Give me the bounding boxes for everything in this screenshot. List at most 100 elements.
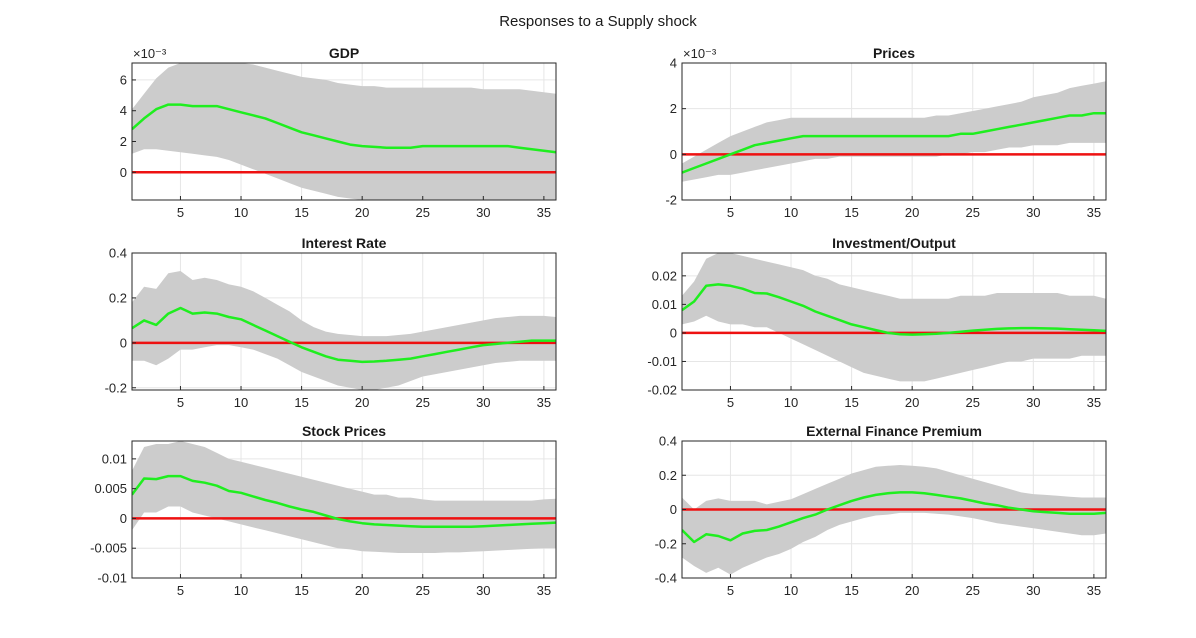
plot-area: [132, 63, 556, 200]
y-tick-label: 0: [670, 325, 677, 340]
x-tick-label: 25: [966, 395, 980, 410]
x-tick-label: 15: [294, 395, 308, 410]
x-tick-label: 5: [177, 205, 184, 220]
axes-box: [681, 62, 1107, 201]
panel-6: 5 10 15 20 25 30 35 -0.4 -0.2 0 0.2 0.4 External Fin…: [655, 423, 1107, 598]
x-tick-label: 35: [537, 395, 551, 410]
x-tick-label: 25: [416, 583, 430, 598]
axes-box: [681, 252, 1107, 391]
y-tick-label: 0: [120, 511, 127, 526]
y-tick-label: 0: [670, 502, 677, 517]
x-tick-label: 20: [355, 205, 369, 220]
x-tick-label: 30: [1026, 205, 1040, 220]
x-tick-label: 20: [355, 395, 369, 410]
x-tick-label: 35: [1087, 205, 1101, 220]
exponent-label: ×10⁻³: [133, 46, 167, 61]
confidence-band: [132, 63, 556, 200]
x-tick-label: 10: [784, 205, 798, 220]
panel-4: 5 10 15 20 25 30 35 -0.02 -0.01 0 0.01 0.02 Investme…: [647, 235, 1107, 410]
y-tick-label: 0: [120, 165, 127, 180]
median-line: [132, 103, 556, 154]
x-tick-label: 15: [844, 395, 858, 410]
x-tick-label: 35: [537, 583, 551, 598]
x-tick-label: 25: [416, 205, 430, 220]
x-tick-label: 5: [177, 395, 184, 410]
y-tick-label: -0.01: [647, 354, 677, 369]
x-tick-label: 5: [177, 583, 184, 598]
x-tick-label: 10: [784, 583, 798, 598]
panel-5: 5 10 15 20 25 30 35 -0.01 -0.005 0 0.005 0.01 Stock …: [90, 423, 557, 598]
axes-box: [131, 62, 557, 201]
figure-title: Responses to a Supply shock: [499, 13, 697, 30]
x-tick-label: 20: [905, 205, 919, 220]
x-tick-label: 10: [784, 395, 798, 410]
x-tick-label: 30: [476, 395, 490, 410]
y-tick-label: 0.2: [109, 290, 127, 305]
confidence-band: [682, 253, 1106, 382]
panel-title: Investment/Output: [832, 235, 956, 251]
y-tick-label: -0.4: [655, 571, 677, 586]
y-tick-label: 0.4: [659, 434, 677, 449]
x-tick-label: 35: [1087, 395, 1101, 410]
confidence-band: [132, 271, 556, 390]
y-tick-label: 0.005: [94, 481, 127, 496]
x-tick-label: 10: [234, 583, 248, 598]
y-tick-label: -0.2: [655, 536, 677, 551]
y-tick-label: 0.2: [659, 468, 677, 483]
y-tick-label: -0.01: [97, 571, 127, 586]
x-tick-label: 15: [294, 205, 308, 220]
x-tick-label: 20: [905, 583, 919, 598]
panel-title: GDP: [329, 45, 359, 61]
median-line: [682, 491, 1106, 544]
y-tick-label: 0: [120, 335, 127, 350]
panel-title: Prices: [873, 45, 915, 61]
y-tick-label: 4: [120, 103, 127, 118]
median-line: [682, 283, 1106, 336]
panel-title: External Finance Premium: [806, 423, 982, 439]
median-line: [682, 111, 1106, 174]
x-tick-label: 20: [355, 583, 369, 598]
x-tick-label: 30: [476, 205, 490, 220]
y-tick-label: 0.01: [102, 451, 127, 466]
confidence-band: [682, 81, 1106, 182]
x-tick-label: 5: [727, 205, 734, 220]
x-tick-label: 30: [1026, 395, 1040, 410]
y-tick-label: 2: [670, 101, 677, 116]
x-tick-label: 35: [1087, 583, 1101, 598]
y-tick-label: 0.4: [109, 246, 127, 261]
axes-box: [131, 252, 557, 391]
y-tick-label: 0: [670, 147, 677, 162]
x-tick-label: 35: [537, 205, 551, 220]
x-tick-label: 20: [905, 395, 919, 410]
x-tick-label: 30: [1026, 583, 1040, 598]
median-line: [132, 306, 556, 364]
plot-area: [682, 441, 1106, 578]
y-tick-label: 2: [120, 134, 127, 149]
exponent-label: ×10⁻³: [683, 46, 717, 61]
panel-3: 5 10 15 20 25 30 35 -0.2 0 0.2 0.4 Interest Rate: [105, 235, 557, 410]
y-tick-label: 0.01: [652, 297, 677, 312]
confidence-band: [132, 441, 556, 553]
x-tick-label: 15: [294, 583, 308, 598]
axes-box: [131, 440, 557, 579]
y-tick-label: 6: [120, 72, 127, 87]
median-line: [132, 474, 556, 529]
y-tick-label: -0.2: [105, 380, 127, 395]
y-tick-label: 0.02: [652, 268, 677, 283]
y-tick-label: 4: [670, 56, 677, 71]
x-tick-label: 15: [844, 205, 858, 220]
panel-title: Interest Rate: [302, 235, 387, 251]
panel-title: Stock Prices: [302, 423, 386, 439]
x-tick-label: 25: [416, 395, 430, 410]
confidence-band: [682, 465, 1106, 575]
panel-2: 5 10 15 20 25 30 35 -2 0 2 4 Prices ×10⁻³: [665, 45, 1107, 220]
x-tick-label: 10: [234, 205, 248, 220]
y-tick-label: -2: [665, 193, 677, 208]
y-tick-label: -0.02: [647, 383, 677, 398]
x-tick-label: 25: [966, 583, 980, 598]
panel-1: 5 10 15 20 25 30 35 0 2 4 6 GDP ×10⁻³: [120, 45, 557, 220]
y-tick-label: -0.005: [90, 541, 127, 556]
x-tick-label: 5: [727, 395, 734, 410]
